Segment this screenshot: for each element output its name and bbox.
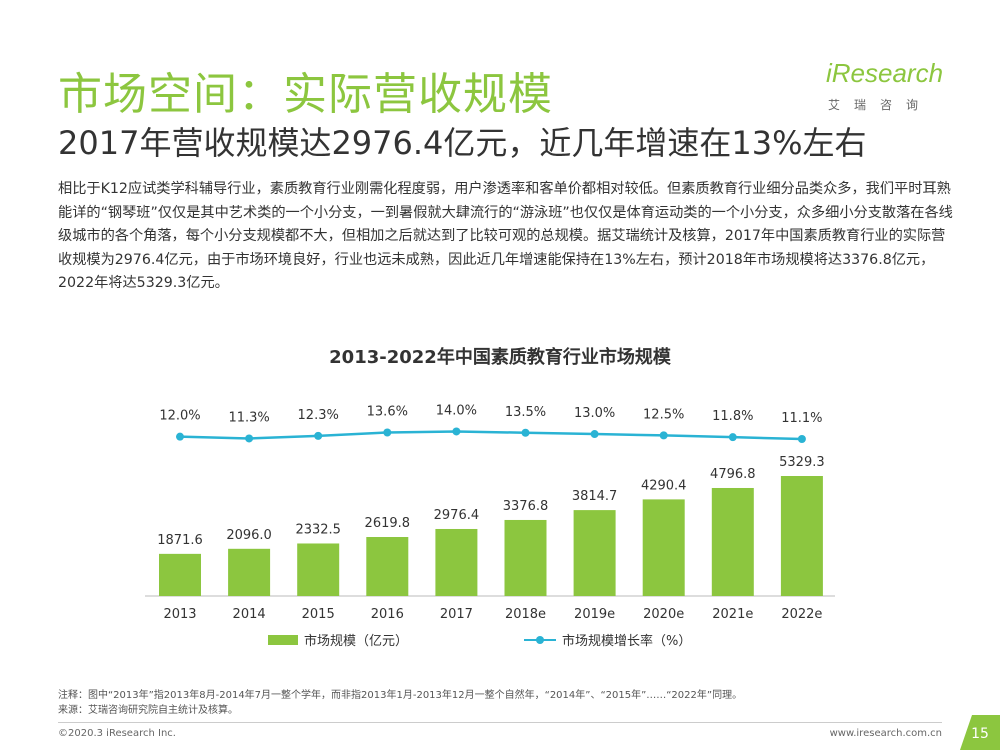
rate-point-2020e (659, 431, 668, 440)
rate-point-2019e (590, 430, 599, 439)
rate-label-2020e: 12.5% (643, 407, 684, 422)
source-text: 来源：艾瑞咨询研究院自主统计及核算。 (58, 705, 238, 716)
x-tick-2017: 2017 (440, 607, 473, 622)
rate-point-2017 (452, 427, 461, 436)
bar-label-2013: 1871.6 (157, 533, 203, 548)
legend-label-market-size: 市场规模（亿元） (304, 634, 409, 649)
rate-point-2021e (728, 433, 737, 442)
bar-label-2015: 2332.5 (295, 522, 341, 537)
growth-rate-line (179, 430, 802, 441)
iresearch-logo: iResearch 艾瑞咨询 (826, 58, 952, 116)
page-subtitle: 2017年营收规模达2976.4亿元，近几年增速在13%左右 (58, 124, 867, 162)
x-tick-2018e: 2018e (505, 607, 546, 622)
rate-point-2022e (797, 435, 806, 443)
rate-point-2014 (245, 434, 254, 443)
page-number: 15 (960, 715, 1000, 750)
chart-title: 2013-2022年中国素质教育行业市场规模 (329, 347, 671, 368)
rate-label-2019e: 13.0% (574, 406, 615, 421)
x-tick-2021e: 2021e (712, 607, 753, 622)
x-tick-2019e: 2019e (574, 607, 615, 622)
rate-label-2015: 12.3% (298, 408, 339, 423)
rate-label-2021e: 11.8% (712, 409, 753, 424)
legend-item-market-size: 市场规模（亿元） (268, 630, 408, 649)
footer-divider (58, 722, 942, 723)
note-text: 注释：图中“2013年”指2013年8月-2014年7月一整个学年，而非指201… (58, 690, 743, 701)
bar-label-2017: 2976.4 (434, 508, 480, 523)
rate-point-2018e (521, 428, 530, 437)
bar-2014 (228, 548, 271, 596)
legend-line-swatch (524, 635, 556, 645)
legend-label-growth-rate: 市场规模增长率（%） (562, 634, 692, 649)
rate-point-2013 (176, 432, 184, 441)
bar-2015 (297, 543, 340, 596)
footer-copyright: ©2020.3 iResearch Inc. (58, 728, 176, 739)
rate-label-2022e: 11.1% (781, 411, 822, 426)
chart-legend: 市场规模（亿元） 市场规模增长率（%） (0, 630, 1000, 652)
x-tick-2022e: 2022e (781, 607, 822, 622)
description-paragraph: 相比于K12应试类学科辅导行业，素质教育行业刚需化程度弱，用户渗透率和客单价都相… (58, 181, 953, 291)
legend-item-growth-rate: 市场规模增长率（%） (524, 630, 691, 649)
bar-2022e (780, 476, 823, 596)
x-tick-2014: 2014 (233, 607, 266, 622)
bar-2019e (573, 510, 616, 596)
rate-label-2013: 12.0% (159, 409, 200, 424)
legend-bar-swatch (268, 634, 298, 645)
x-tick-2020e: 2020e (643, 607, 684, 622)
bar-2018e (504, 519, 547, 596)
rate-point-2016 (383, 428, 392, 437)
rate-label-2016: 13.6% (367, 405, 408, 420)
bar-label-2014: 2096.0 (226, 528, 272, 543)
logo-text: iResearch (826, 58, 944, 88)
bar-2016 (366, 537, 409, 596)
bar-label-2021e: 4796.8 (710, 467, 756, 482)
footer-website: www.iresearch.com.cn (829, 728, 942, 739)
rate-point-2015 (314, 431, 323, 440)
bar-2021e (711, 487, 754, 596)
bar-label-2020e: 4290.4 (641, 478, 687, 493)
bar-2017 (435, 528, 478, 596)
bar-label-2016: 2619.8 (365, 516, 411, 531)
x-tick-2015: 2015 (302, 607, 335, 622)
rate-label-2018e: 13.5% (505, 405, 546, 420)
x-tick-2013: 2013 (163, 607, 196, 622)
page-title: 市场空间：实际营收规模 (58, 69, 553, 120)
rate-label-2014: 11.3% (228, 410, 269, 425)
logo-subtext: 艾瑞咨询 (828, 98, 933, 112)
x-tick-2016: 2016 (371, 607, 404, 622)
bar-label-2022e: 5329.3 (779, 455, 825, 470)
bar-2013 (159, 553, 201, 596)
chart-notes: 注释：图中“2013年”指2013年8月-2014年7月一整个学年，而非指201… (58, 688, 742, 718)
bar-label-2019e: 3814.7 (572, 489, 618, 504)
bar-label-2018e: 3376.8 (503, 499, 549, 514)
rate-label-2017: 14.0% (436, 403, 477, 418)
market-size-chart: 1871.6 2013 12.0% 2096.0 2014 11.3% 2332.5 2015… (145, 403, 835, 622)
bar-2020e (642, 499, 685, 596)
